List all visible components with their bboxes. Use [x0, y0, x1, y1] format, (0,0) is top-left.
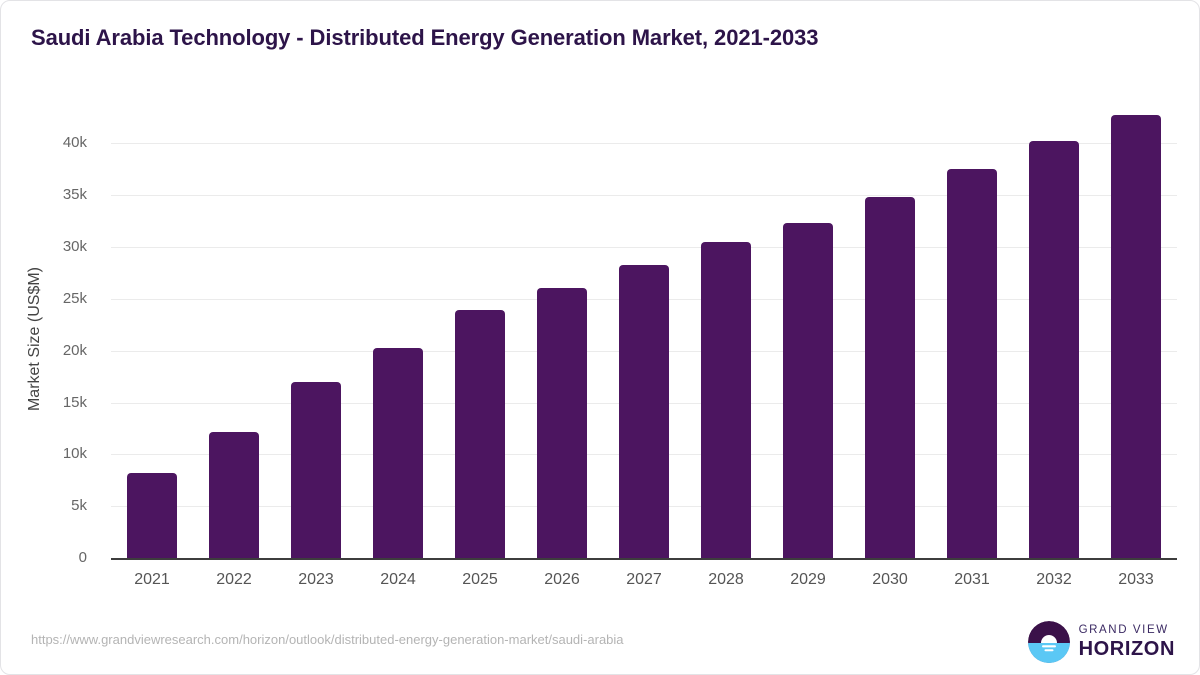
y-axis-tick: 30k	[62, 238, 87, 256]
x-axis-tick-2021: 2021	[134, 571, 170, 588]
sunrise-icon	[1027, 621, 1070, 663]
x-axis-tick-2023: 2023	[298, 571, 334, 588]
gridline	[111, 247, 1177, 249]
x-axis-tick-2033: 2033	[1118, 571, 1154, 588]
logo-line-1: GRAND VIEW	[1078, 624, 1169, 637]
gridline	[111, 195, 1177, 197]
bar-2028[interactable]	[701, 241, 751, 558]
bar-2032[interactable]	[1029, 141, 1079, 558]
y-axis-tick: 5k	[71, 497, 87, 515]
logo-line-2: HORIZON	[1078, 637, 1175, 660]
bar-2029[interactable]	[783, 223, 833, 558]
x-axis-tick-2025: 2025	[462, 571, 498, 588]
source-url[interactable]: https://www.grandviewresearch.com/horizo…	[31, 632, 624, 647]
bar-2022[interactable]	[209, 431, 259, 558]
y-axis-tick: 0	[78, 549, 87, 566]
logo-text: GRAND VIEW HORIZON	[1079, 625, 1175, 659]
y-axis-tick: 35k	[62, 186, 87, 204]
x-axis-tick-2031: 2031	[954, 571, 990, 588]
bar-2025[interactable]	[455, 310, 505, 558]
x-axis-tick-2026: 2026	[544, 571, 580, 588]
x-axis-tick-2022: 2022	[216, 571, 252, 588]
bar-2030[interactable]	[865, 197, 915, 558]
x-axis-tick-2029: 2029	[790, 571, 826, 588]
brand-logo[interactable]: GRAND VIEW HORIZON	[1027, 621, 1175, 663]
bar-2033[interactable]	[1111, 115, 1161, 558]
plot-area	[111, 102, 1177, 558]
x-axis-tick-2028: 2028	[708, 571, 744, 588]
x-axis-tick-2024: 2024	[380, 571, 416, 588]
x-axis-line	[111, 558, 1177, 560]
bar-2031[interactable]	[947, 169, 997, 558]
y-axis-tick: 40k	[62, 134, 87, 152]
y-axis-tick: 10k	[62, 445, 87, 463]
x-axis-tick-2032: 2032	[1036, 571, 1072, 588]
x-axis-tick-2030: 2030	[872, 571, 908, 588]
y-axis-tick: 15k	[62, 393, 87, 411]
bar-2027[interactable]	[619, 264, 669, 558]
bar-2023[interactable]	[291, 381, 341, 558]
page-title: Saudi Arabia Technology - Distributed En…	[31, 25, 819, 50]
bar-2024[interactable]	[373, 347, 423, 558]
bar-2021[interactable]	[127, 473, 177, 558]
bar-2026[interactable]	[537, 287, 587, 558]
y-axis-tick: 20k	[62, 341, 87, 359]
y-axis-tick: 25k	[62, 289, 87, 307]
gridline	[111, 143, 1177, 145]
x-axis-tick-2027: 2027	[626, 571, 662, 588]
